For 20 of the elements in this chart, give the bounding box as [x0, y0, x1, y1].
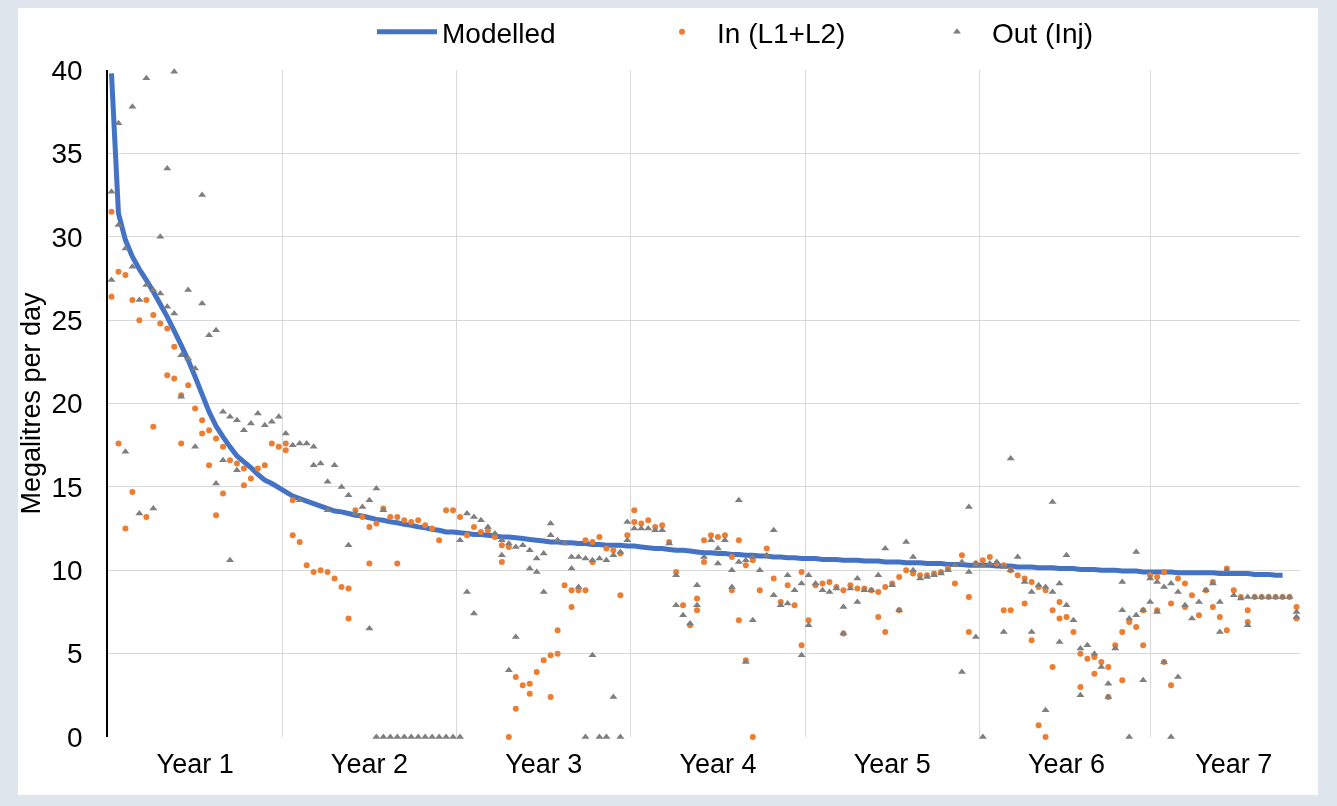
legend-label: In (L1+L2)	[717, 17, 846, 49]
y-tick-label: 30	[51, 221, 83, 253]
y-tick-label: 20	[51, 388, 83, 420]
x-tick-label: Year 5	[853, 749, 931, 779]
y-tick-label: 10	[51, 555, 83, 587]
x-tick-label: Year 6	[1027, 749, 1106, 779]
x-tick-label: Year 4	[679, 749, 757, 779]
legend-label: Modelled	[442, 17, 556, 49]
y-tick-label: 5	[67, 638, 83, 670]
x-tick-label: Year 2	[330, 749, 408, 779]
y-tick-label: 35	[51, 138, 83, 170]
y-tick-label: 0	[67, 721, 83, 753]
y-tick-label: 25	[51, 304, 83, 336]
x-tick-label: Year 3	[505, 749, 583, 779]
x-tick-label: Year 1	[156, 749, 234, 779]
x-tick-label: Year 7	[1195, 749, 1273, 779]
y-tick-label: 40	[51, 54, 83, 86]
y-axis-title: Megalitres per day	[16, 291, 47, 515]
y-tick-label: 15	[51, 471, 83, 503]
legend-label: Out (Inj)	[992, 17, 1094, 49]
